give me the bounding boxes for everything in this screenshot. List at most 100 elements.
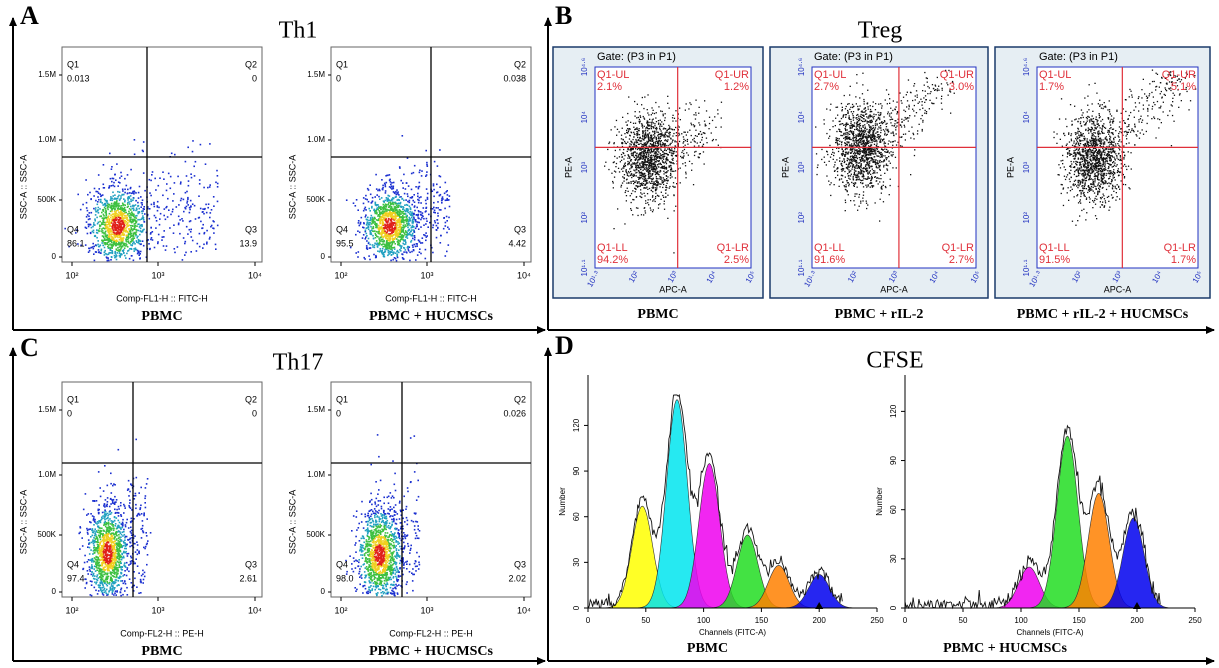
- event-dot: [407, 220, 410, 223]
- event-dot: [383, 591, 386, 594]
- event-dot: [163, 230, 165, 232]
- event-dot: [103, 517, 105, 519]
- event-dot: [138, 592, 140, 594]
- event-dot: [357, 209, 359, 211]
- event-dot: [110, 571, 113, 574]
- event-dot: [86, 214, 89, 216]
- event-dot: [135, 231, 138, 233]
- event-dot: [115, 233, 118, 236]
- event-dot: [111, 500, 114, 502]
- event-dot: [372, 218, 374, 220]
- event-dot: [121, 234, 123, 236]
- event-dot: [391, 521, 394, 523]
- event-dot: [113, 227, 116, 229]
- event-dot: [153, 205, 156, 208]
- event-dot: [88, 247, 91, 250]
- event-dot: [122, 544, 125, 547]
- event-dot: [442, 227, 445, 230]
- event-dot: [368, 519, 371, 522]
- event-dot: [114, 571, 117, 574]
- event-dot: [106, 201, 108, 203]
- event-dot: [112, 207, 115, 209]
- event-dot: [368, 247, 371, 249]
- event-dot: [107, 227, 109, 230]
- event-dot: [446, 250, 448, 253]
- event-dot: [137, 218, 139, 221]
- event-dot: [380, 244, 383, 246]
- event-dot: [395, 217, 397, 219]
- event-dot: [371, 227, 373, 230]
- event-dot: [362, 226, 364, 229]
- event-dot: [379, 198, 381, 200]
- event-dot: [385, 175, 387, 177]
- event-dot: [367, 226, 370, 229]
- event-dot: [102, 567, 105, 569]
- event-dot: [384, 203, 387, 205]
- event-dot: [373, 208, 376, 211]
- event-dot: [395, 528, 397, 531]
- event-dot: [371, 549, 373, 552]
- event-dot: [369, 590, 372, 592]
- event-dot: [119, 227, 121, 229]
- event-dot: [116, 590, 118, 592]
- event-dot: [395, 548, 398, 550]
- event-dot: [110, 207, 113, 210]
- event-dot: [385, 528, 387, 531]
- event-dot: [130, 532, 133, 534]
- event-dot: [405, 182, 408, 184]
- event-dot: [87, 513, 90, 515]
- event-dot: [75, 232, 77, 234]
- event-dot: [388, 576, 391, 579]
- event-dot: [371, 216, 374, 219]
- event-dot: [362, 234, 365, 236]
- event-dot: [134, 248, 137, 251]
- event-dot: [203, 232, 205, 235]
- event-dot: [106, 539, 109, 541]
- event-dot: [380, 561, 382, 564]
- event-dot: [388, 225, 390, 227]
- event-dot: [216, 182, 219, 185]
- event-dot: [135, 503, 137, 506]
- event-dot: [77, 193, 79, 196]
- event-dot: [433, 206, 435, 209]
- event-dot: [362, 550, 364, 552]
- event-dot: [110, 197, 112, 200]
- event-dot: [110, 247, 112, 249]
- event-dot: [378, 241, 381, 244]
- event-dot: [392, 587, 394, 590]
- event-dot: [215, 248, 217, 250]
- quadrant-label: Q4: [67, 559, 79, 569]
- event-dot: [112, 575, 114, 577]
- event-dot: [391, 217, 393, 220]
- event-dot: [365, 214, 367, 216]
- event-dot: [128, 224, 130, 226]
- event-dot: [403, 243, 406, 246]
- event-dot: [204, 163, 207, 165]
- event-dot: [417, 239, 420, 241]
- event-dot: [115, 226, 117, 228]
- event-dot: [395, 571, 398, 573]
- event-dot: [373, 550, 376, 553]
- event-dot: [378, 230, 380, 233]
- event-dot: [79, 531, 81, 534]
- event-dot: [108, 237, 111, 240]
- event-dot: [397, 234, 400, 236]
- event-dot: [375, 243, 378, 246]
- event-dot: [134, 225, 137, 227]
- event-dot: [116, 560, 119, 563]
- event-dot: [100, 518, 103, 521]
- event-dot: [137, 242, 140, 244]
- event-dot: [402, 231, 405, 233]
- event-dot: [365, 545, 368, 547]
- event-dot: [142, 531, 145, 533]
- event-dot: [412, 249, 415, 251]
- event-dot: [366, 222, 368, 224]
- event-dot: [91, 565, 94, 568]
- event-dot: [116, 591, 118, 593]
- event-dot: [106, 202, 109, 205]
- event-dot: [379, 248, 382, 250]
- event-dot: [109, 530, 111, 533]
- event-dot: [114, 229, 117, 232]
- event-dot: [138, 254, 140, 256]
- event-dot: [88, 249, 91, 252]
